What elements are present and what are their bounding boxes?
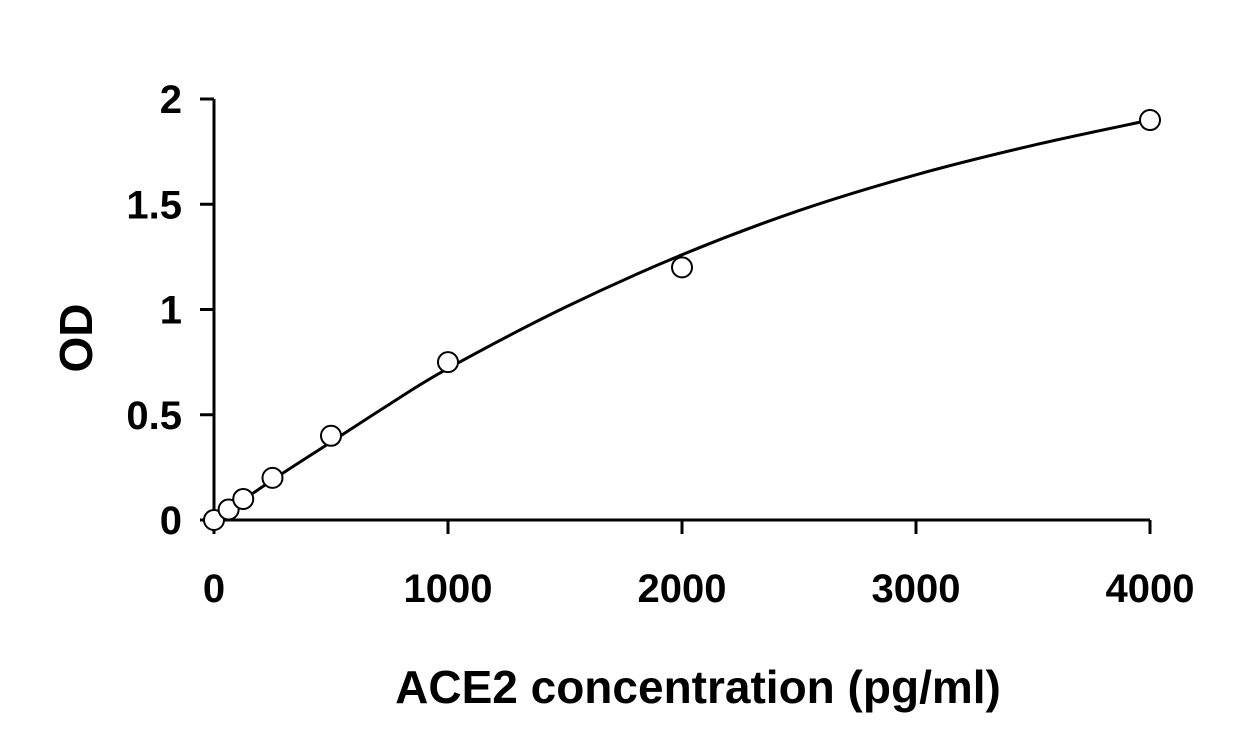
y-tick-label: 2	[160, 78, 182, 122]
y-axis: 0 0.5 1 1.5 2	[126, 78, 216, 543]
y-tick-label: 1.5	[126, 183, 182, 227]
data-point	[320, 424, 342, 447]
data-point	[203, 509, 225, 531]
y-tick-label: 1	[160, 289, 182, 333]
x-axis-title: ACE2 concentration (pg/ml)	[395, 661, 1001, 713]
data-point	[671, 256, 693, 279]
x-tick-label: 4000	[1106, 567, 1195, 611]
x-tick-label: 1000	[404, 567, 493, 611]
data-points	[203, 109, 1161, 531]
x-axis: 0 1000 2000 3000 4000	[203, 518, 1195, 611]
data-point	[437, 351, 459, 374]
data-point	[232, 487, 255, 510]
x-tick-label: 2000	[638, 567, 727, 611]
y-axis-title: OD	[50, 304, 102, 373]
y-tick-label: 0.5	[126, 394, 182, 438]
y-tick-label: 0	[160, 499, 182, 543]
data-point	[1139, 109, 1161, 132]
x-tick-label: 0	[203, 567, 225, 611]
fit-curve	[213, 118, 1151, 522]
x-tick-label: 3000	[872, 567, 961, 611]
data-point	[261, 466, 284, 489]
data-point	[217, 498, 240, 521]
